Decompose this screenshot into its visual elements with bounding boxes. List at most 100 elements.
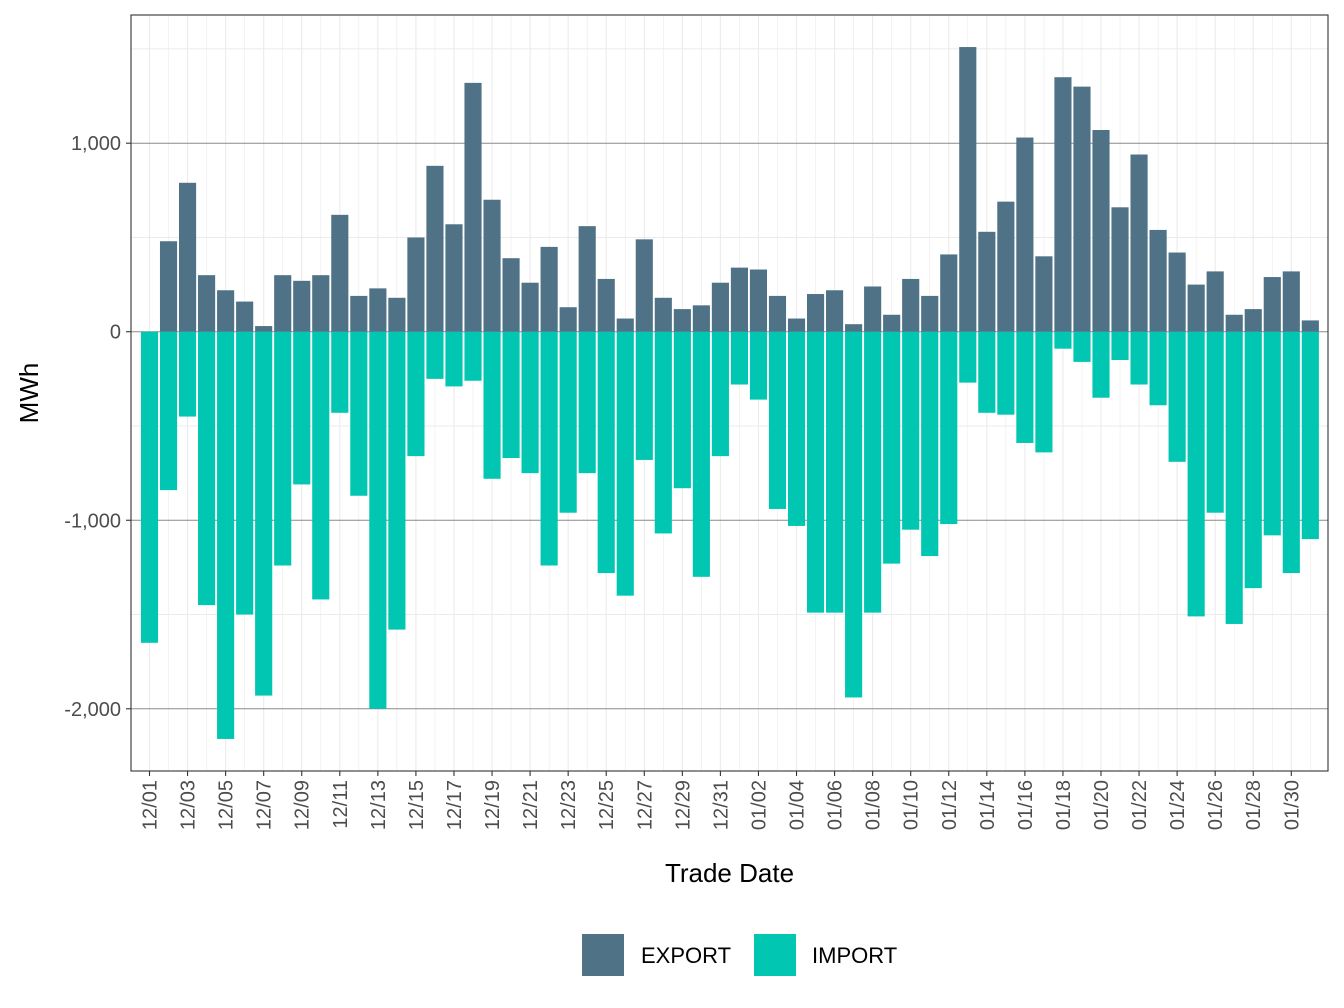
import-bar-01-28 — [1244, 331, 1262, 589]
y-tick-label-3: 1,000 — [71, 133, 121, 155]
import-bar-12-10 — [312, 331, 330, 600]
import-bar-12-18 — [464, 331, 482, 381]
import-bar-01-18 — [1054, 331, 1072, 349]
export-bar-01-13 — [959, 47, 977, 332]
import-bar-12-09 — [293, 331, 311, 485]
export-bar-12-19 — [483, 199, 501, 332]
x-tick-label-14: 12/29 — [672, 780, 694, 830]
import-bar-01-04 — [787, 331, 806, 526]
legend-swatch-import — [754, 934, 796, 976]
import-bar-01-15 — [997, 331, 1015, 415]
import-bar-12-26 — [616, 331, 634, 596]
export-bar-01-10 — [902, 278, 920, 332]
x-tick-label-9: 12/19 — [482, 780, 504, 830]
x-tick-label-3: 12/07 — [254, 780, 276, 830]
import-bar-01-05 — [806, 331, 825, 613]
export-bar-01-02 — [749, 269, 768, 332]
y-tick-label-0: -2,000 — [64, 699, 121, 721]
export-bar-12-27 — [635, 239, 653, 332]
x-tick-label-4: 12/09 — [292, 780, 314, 830]
import-bar-12-16 — [426, 331, 444, 379]
import-bar-01-30 — [1282, 331, 1300, 574]
export-bar-01-18 — [1054, 77, 1072, 332]
export-bar-12-06 — [236, 301, 254, 332]
import-bar-12-30 — [692, 331, 710, 577]
x-tick-label-11: 12/23 — [558, 780, 580, 830]
export-bar-01-23 — [1149, 229, 1167, 332]
x-tick-label-2: 12/05 — [216, 780, 238, 830]
import-bars — [140, 331, 1319, 739]
import-bar-12-11 — [331, 331, 349, 413]
import-bar-01-25 — [1187, 331, 1205, 617]
export-bar-12-29 — [673, 309, 691, 332]
x-tick-label-27: 01/24 — [1167, 780, 1189, 830]
export-bar-01-12 — [940, 254, 958, 332]
import-bar-12-17 — [445, 331, 463, 387]
x-tick-label-18: 01/06 — [825, 780, 847, 830]
export-bar-01-20 — [1092, 130, 1110, 332]
import-bar-01-24 — [1168, 331, 1186, 462]
export-bar-12-13 — [369, 288, 387, 332]
export-bar-01-28 — [1244, 309, 1262, 332]
export-bar-01-08 — [864, 286, 882, 332]
export-bar-01-11 — [921, 295, 939, 332]
export-bar-01-03 — [768, 295, 787, 332]
import-bar-01-20 — [1092, 331, 1110, 398]
export-bar-12-28 — [654, 297, 672, 332]
export-bar-01-22 — [1130, 154, 1148, 332]
export-bar-01-27 — [1225, 314, 1243, 332]
export-bar-01-29 — [1263, 277, 1281, 332]
export-bar-12-18 — [464, 82, 482, 332]
export-bar-01-21 — [1111, 207, 1129, 332]
export-bar-01-16 — [1016, 137, 1034, 332]
x-axis-title: Trade Date — [665, 858, 794, 888]
export-bar-12-20 — [502, 258, 520, 332]
import-bar-01-02 — [749, 331, 768, 400]
export-bar-01-01 — [730, 267, 748, 332]
export-bar-01-31 — [1301, 320, 1319, 332]
import-bar-12-28 — [654, 331, 672, 534]
export-bar-12-21 — [521, 282, 539, 332]
import-bar-01-01 — [730, 331, 748, 385]
export-bar-01-19 — [1073, 86, 1091, 332]
x-tick-label-6: 12/13 — [368, 780, 390, 830]
import-bar-01-10 — [902, 331, 920, 530]
export-bar-12-30 — [692, 305, 710, 332]
import-bar-12-22 — [540, 331, 558, 566]
export-bar-01-09 — [883, 314, 901, 332]
export-bar-12-12 — [350, 295, 368, 332]
export-bar-12-24 — [578, 226, 596, 332]
x-tick-label-8: 12/17 — [444, 780, 466, 830]
import-bar-01-13 — [959, 331, 977, 383]
import-bar-01-06 — [826, 331, 844, 613]
import-bar-12-27 — [635, 331, 653, 460]
export-bars — [159, 47, 1319, 332]
x-tick-label-23: 01/16 — [1015, 780, 1037, 830]
x-tick-label-5: 12/11 — [330, 780, 352, 829]
import-bar-01-07 — [845, 331, 863, 698]
legend-label-import: IMPORT — [812, 943, 897, 968]
export-bar-01-14 — [978, 231, 996, 332]
x-tick-label-20: 01/10 — [901, 780, 923, 830]
import-bar-12-01 — [140, 331, 159, 643]
x-tick-label-29: 01/28 — [1243, 780, 1265, 830]
import-bar-12-14 — [388, 331, 406, 630]
export-bar-12-16 — [426, 165, 444, 332]
x-tick-label-12: 12/25 — [596, 780, 618, 830]
x-tick-label-19: 01/08 — [863, 780, 885, 830]
x-tick-label-28: 01/26 — [1205, 780, 1227, 830]
export-bar-12-26 — [616, 318, 634, 332]
export-bar-12-03 — [178, 182, 197, 332]
import-bar-12-06 — [236, 331, 254, 615]
x-tick-label-16: 01/02 — [748, 780, 770, 830]
export-bar-01-15 — [997, 201, 1015, 332]
import-bar-01-29 — [1263, 331, 1281, 536]
export-bar-12-05 — [217, 290, 235, 332]
y-axis: -2,000 -1,000 0 1,000 — [64, 133, 131, 721]
import-bar-01-11 — [921, 331, 939, 557]
y-axis-title: MWh — [14, 363, 44, 424]
export-bar-01-06 — [826, 290, 844, 332]
export-bar-12-17 — [445, 224, 463, 332]
